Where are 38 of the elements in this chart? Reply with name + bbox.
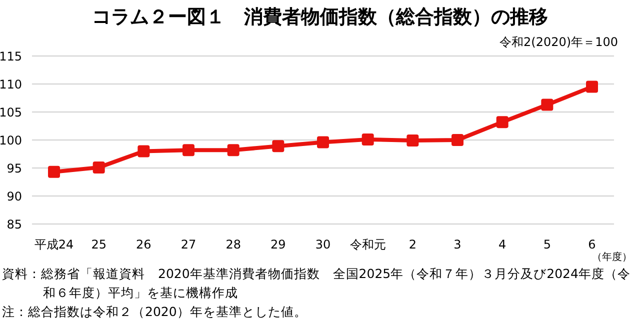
point — [227, 144, 240, 156]
point — [586, 80, 598, 93]
point — [272, 140, 284, 152]
y-tick-label: 95 — [6, 161, 22, 176]
text: 令和2(2020)年＝100 — [500, 34, 618, 51]
point — [452, 134, 464, 146]
point — [496, 116, 508, 128]
x-tick-label: 平成24 — [34, 238, 74, 252]
y-tick-label: 110 — [0, 77, 22, 92]
y-tick-label: 115 — [0, 49, 22, 64]
x-tick-label: 30 — [315, 238, 331, 252]
x-tick-label: 25 — [91, 238, 106, 252]
x-tick-label: 28 — [226, 238, 241, 252]
y-tick-label: 90 — [6, 189, 22, 204]
x-tick-label: 27 — [180, 238, 196, 252]
x-tick-label: 6 — [588, 238, 596, 252]
x-tick-label: 3 — [454, 238, 462, 252]
point — [92, 161, 105, 174]
text: 資料：総務省「報道資料 2020年基準消費者物価指数 全国2025年（令和７年）３月分及び2024年度（令和６年度）平均」を基に機構作成 — [2, 265, 632, 302]
x-tick-label: 令和元 — [350, 238, 386, 252]
x-tick-label: 5 — [543, 238, 551, 252]
x-tick-label: 4 — [498, 238, 506, 252]
point — [317, 136, 329, 148]
x-axis-title: （年度） — [592, 250, 632, 264]
x-tick-label: 29 — [270, 238, 286, 252]
point — [541, 98, 554, 111]
point — [362, 133, 374, 146]
x-tick-label: 2 — [408, 238, 416, 252]
point — [406, 134, 419, 147]
x-tick-label: 26 — [136, 238, 152, 252]
y-tick-label: 105 — [0, 105, 22, 120]
chart-title: コラム２ー図１ 消費者物価指数（総合指数）の推移 — [91, 5, 549, 30]
point — [182, 144, 194, 156]
y-tick-label: 100 — [0, 133, 22, 148]
text: 注：総合指数は令和２（2020）年を基準とした値。 — [2, 303, 308, 321]
point — [138, 145, 150, 158]
point — [48, 166, 60, 178]
y-tick-label: 85 — [6, 217, 22, 232]
